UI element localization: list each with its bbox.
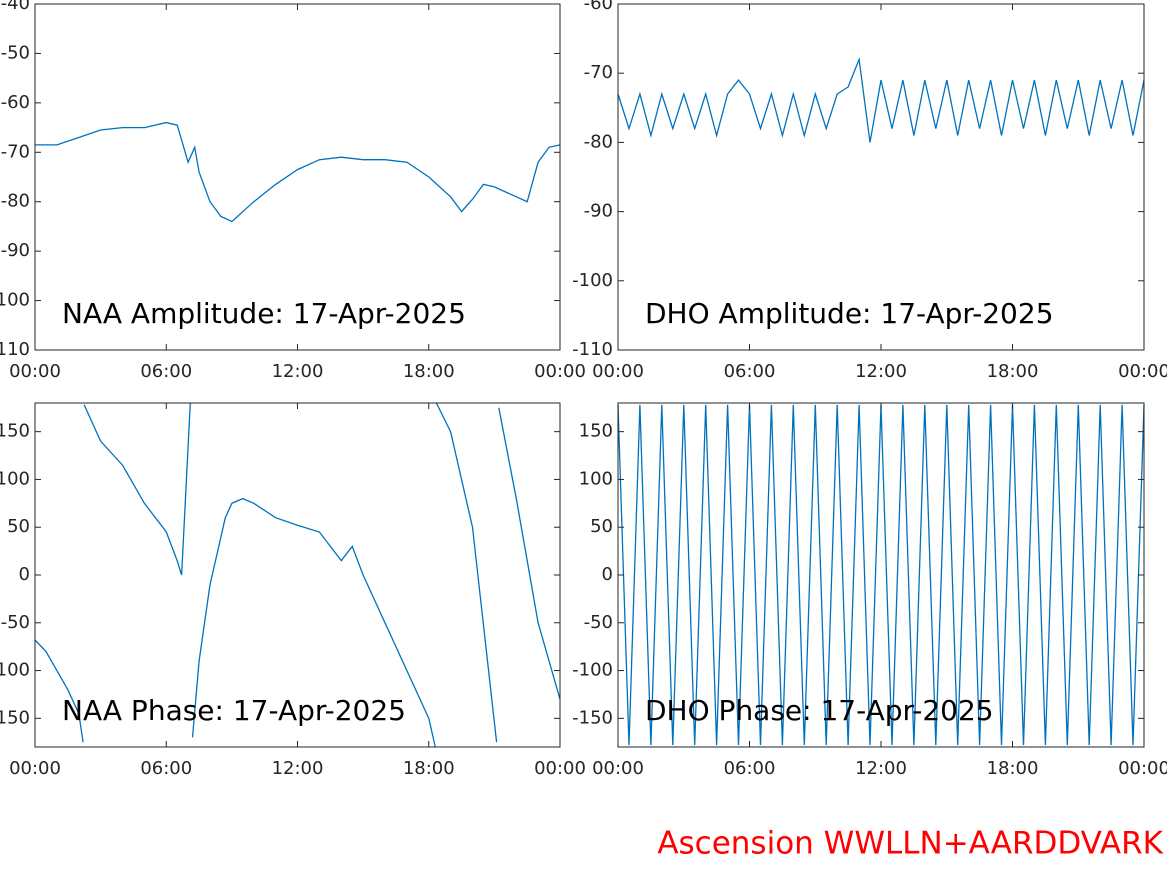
chart-title: DHO Phase: 17-Apr-2025	[645, 694, 994, 727]
y-tick-label: -90	[584, 201, 613, 222]
plot-area	[35, 403, 560, 747]
y-tick-label: -100	[0, 660, 30, 681]
x-tick-label: 00:00	[592, 361, 644, 382]
data-line	[617, 56, 1145, 143]
x-tick-label: 00:00	[1118, 758, 1167, 779]
x-tick-label: 00:00	[592, 758, 644, 779]
y-tick-label: -60	[584, 0, 613, 14]
y-tick-label: -70	[584, 62, 613, 83]
y-tick-label: -110	[0, 339, 30, 360]
plot-area	[35, 4, 560, 350]
y-tick-label: -100	[0, 290, 30, 311]
chart-title: NAA Phase: 17-Apr-2025	[62, 694, 406, 727]
y-tick-label: -60	[1, 92, 30, 113]
y-tick-label: -150	[572, 707, 613, 728]
chart-title: DHO Amplitude: 17-Apr-2025	[645, 297, 1054, 330]
chart-title: NAA Amplitude: 17-Apr-2025	[62, 297, 466, 330]
y-tick-label: 0	[602, 564, 613, 585]
plot-area	[618, 4, 1144, 350]
plot-area	[618, 403, 1144, 747]
x-tick-label: 18:00	[987, 361, 1039, 382]
y-tick-label: 150	[0, 421, 30, 442]
x-tick-label: 00:00	[534, 361, 586, 382]
x-tick-label: 12:00	[272, 361, 324, 382]
x-tick-label: 12:00	[855, 758, 907, 779]
y-tick-label: -100	[572, 270, 613, 291]
x-tick-label: 00:00	[534, 758, 586, 779]
footer: Ascension WWLLN+AARDDVARK	[657, 826, 1163, 862]
x-tick-label: 00:00	[1118, 361, 1167, 382]
y-tick-label: -80	[1, 191, 30, 212]
y-tick-label: -90	[1, 240, 30, 261]
y-tick-label: -110	[572, 339, 613, 360]
x-tick-label: 06:00	[724, 758, 776, 779]
x-tick-label: 06:00	[140, 361, 192, 382]
y-tick-label: -100	[572, 660, 613, 681]
y-tick-label: 100	[579, 468, 613, 489]
y-tick-label: -50	[1, 42, 30, 63]
x-tick-label: 00:00	[9, 361, 61, 382]
x-tick-label: 06:00	[724, 361, 776, 382]
x-tick-label: 06:00	[140, 758, 192, 779]
x-tick-label: 18:00	[403, 758, 455, 779]
y-tick-label: 0	[19, 564, 30, 585]
y-tick-label: -80	[584, 131, 613, 152]
x-tick-label: 18:00	[403, 361, 455, 382]
x-tick-label: 00:00	[9, 758, 61, 779]
y-tick-label: -40	[1, 0, 30, 14]
y-tick-label: 50	[590, 516, 613, 537]
data-line	[34, 402, 561, 748]
x-tick-label: 12:00	[272, 758, 324, 779]
y-tick-label: -150	[0, 707, 30, 728]
data-line	[35, 121, 561, 223]
x-tick-label: 18:00	[987, 758, 1039, 779]
y-tick-label: 100	[0, 468, 30, 489]
y-tick-label: -50	[1, 612, 30, 633]
y-tick-label: -50	[584, 612, 613, 633]
y-tick-label: 150	[579, 421, 613, 442]
y-tick-label: 50	[7, 516, 30, 537]
x-tick-label: 12:00	[855, 361, 907, 382]
y-tick-label: -70	[1, 141, 30, 162]
